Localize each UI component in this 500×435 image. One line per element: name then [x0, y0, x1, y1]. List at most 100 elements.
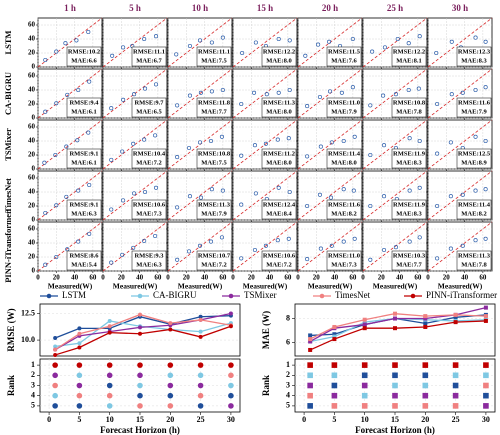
rmse-label: RMSE:12.5: [458, 150, 491, 157]
point: [175, 257, 180, 262]
identity-line: [102, 170, 168, 221]
mae-label: MAE:8.0: [331, 159, 356, 166]
identity-line: [362, 68, 428, 119]
rmse-label: RMSE:11.6: [458, 99, 491, 106]
point: [87, 182, 92, 188]
point: [109, 106, 114, 111]
point: [332, 324, 337, 329]
point: [64, 144, 69, 149]
point: [305, 104, 310, 109]
rank-marker: [197, 372, 204, 379]
identity-line: [362, 17, 428, 68]
metric-box: [326, 250, 362, 271]
rank-marker: [452, 392, 459, 399]
point: [263, 141, 268, 146]
x-tick-label: 0: [231, 274, 235, 282]
rank-marker: [361, 362, 368, 368]
y-tick-label: 4: [31, 391, 35, 400]
rank-marker: [52, 372, 58, 379]
identity-line: [427, 170, 493, 221]
point: [483, 85, 488, 90]
rank-marker: [483, 362, 489, 368]
y-tick-label: 4: [286, 391, 290, 400]
metric-box: [391, 199, 427, 220]
rmse-label: RMSE:11.3: [458, 252, 491, 259]
y-tick-label: 8: [286, 313, 290, 322]
identity-line: [362, 221, 428, 272]
point: [54, 203, 59, 208]
x-tick-label: 0: [302, 415, 306, 424]
point: [54, 254, 59, 260]
point: [329, 243, 334, 248]
metric-box: [196, 46, 232, 67]
point: [187, 43, 192, 49]
point: [153, 185, 159, 190]
point: [305, 154, 310, 159]
y-tick-label: 6: [286, 338, 290, 347]
metric-box: [131, 199, 167, 220]
rank-marker: [331, 382, 338, 389]
metric-box: [456, 148, 492, 169]
y-tick-label: 0: [32, 63, 36, 71]
mae-label: MAE:7.5: [201, 159, 227, 166]
metric-box: [391, 250, 427, 271]
metric-box: [456, 97, 492, 118]
point: [352, 134, 357, 139]
point: [175, 155, 180, 160]
point: [393, 92, 398, 97]
rank-marker: [392, 362, 398, 368]
metric-box: [261, 97, 297, 118]
x-tick-label: 40: [266, 274, 274, 282]
point: [198, 195, 203, 200]
point: [448, 194, 453, 199]
x-tick-label: 20: [248, 274, 256, 282]
rank-marker: [392, 372, 398, 379]
y-tick-label: 5: [286, 401, 290, 410]
point: [393, 245, 398, 250]
point: [381, 93, 386, 98]
rank-marker: [167, 372, 174, 379]
y-axis-label: RMSE (W): [6, 308, 16, 351]
mae-label: MAE:7.9: [461, 108, 487, 115]
legend-marker: [228, 293, 234, 299]
rank-marker: [106, 392, 113, 399]
legend-marker: [137, 293, 143, 299]
rmse-label: RMSE:11.0: [328, 99, 360, 106]
column-title: 25 h: [387, 3, 403, 13]
column-title: 30 h: [452, 3, 468, 13]
identity-line: [232, 221, 298, 272]
legend-marker: [410, 293, 416, 299]
point: [220, 35, 225, 40]
x-tick-label: 60: [479, 274, 487, 282]
x-tick-label: 20: [166, 415, 174, 424]
rank-marker: [137, 362, 143, 368]
y-tick-label: 60: [28, 174, 36, 182]
metric-box: [131, 97, 167, 118]
metric-box: [326, 97, 362, 118]
rank-marker: [76, 392, 83, 399]
point: [453, 315, 458, 320]
point: [332, 337, 337, 342]
point: [168, 327, 173, 332]
point: [407, 136, 412, 141]
point: [76, 239, 81, 244]
rmse-label: RMSE:11.6: [328, 201, 361, 208]
point: [121, 45, 126, 50]
point: [327, 89, 333, 94]
rank-marker: [392, 403, 398, 409]
point: [132, 191, 137, 196]
y-tick-label: 40: [28, 188, 36, 196]
legend-label: LSTM: [62, 290, 86, 300]
point: [341, 138, 346, 144]
point: [138, 325, 142, 330]
identity-line: [37, 170, 103, 221]
mae-label: MAE:8.0: [266, 57, 291, 64]
y-tick-label: 20: [28, 202, 36, 210]
rank-marker: [361, 372, 368, 379]
point: [423, 316, 428, 321]
identity-line: [102, 68, 168, 119]
rank-marker: [52, 392, 58, 399]
point: [53, 352, 58, 357]
x-tick-label: 15: [391, 415, 399, 424]
